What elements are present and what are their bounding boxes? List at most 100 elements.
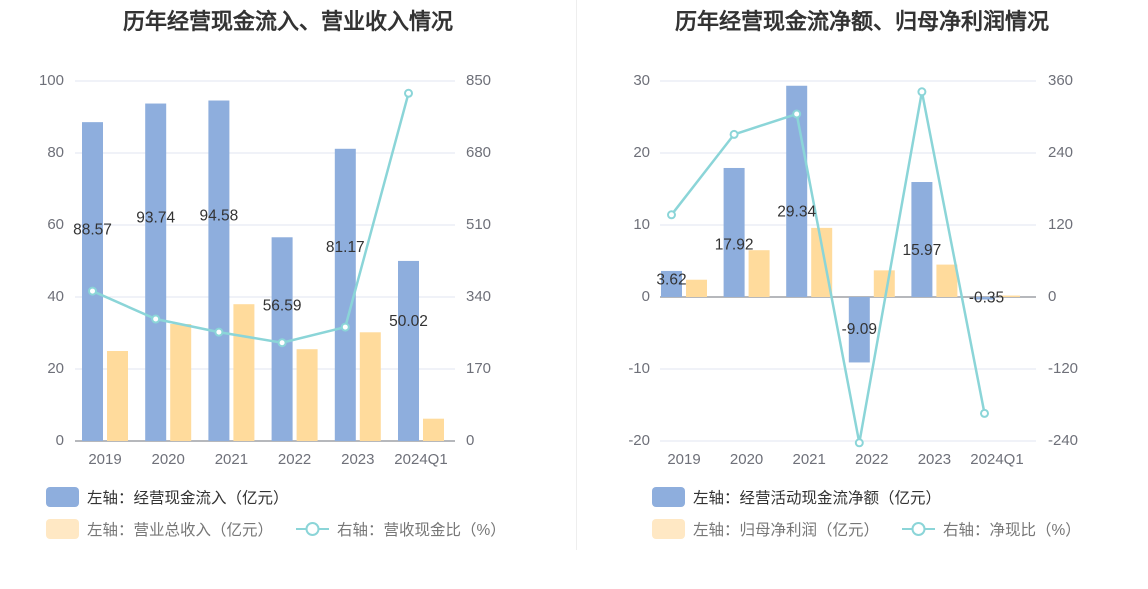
- bar-cash-inflow: [82, 122, 103, 441]
- legend-item-net-operating-cashflow[interactable]: 左轴：经营活动现金流净额（亿元）: [652, 486, 941, 508]
- right-axis-tick-label: 240: [1048, 144, 1073, 161]
- ratio-line: [91, 92, 410, 345]
- bar-net-profit: [936, 264, 958, 297]
- right-axis-tick-label: 680: [466, 144, 491, 161]
- data-label: 93.74: [136, 209, 175, 226]
- ratio-point: [729, 129, 739, 139]
- ratio-point: [277, 338, 287, 348]
- bar-net-profit: [999, 295, 1020, 297]
- bar-cash-inflow: [334, 148, 356, 441]
- ratio-point: [214, 327, 224, 337]
- bar-net-cashflow: [974, 297, 995, 300]
- x-axis-tick-label: 2020: [730, 451, 763, 468]
- legend-swatch-blue: [652, 487, 685, 507]
- bar-net-cashflow: [911, 182, 933, 297]
- left-axis-tick-label: 80: [47, 144, 64, 161]
- left-axis-tick-label: 0: [642, 288, 650, 305]
- legend-item-net-profit[interactable]: 左轴：归母净利润（亿元）: [652, 518, 879, 540]
- left-axis-tick-label: 40: [47, 288, 64, 305]
- legend-label: 左轴：营业总收入（亿元）: [87, 522, 274, 539]
- x-axis-tick-label: 2020: [152, 451, 185, 468]
- legend-item-total-revenue[interactable]: 左轴：营业总收入（亿元）: [46, 518, 273, 540]
- legend-item-operating-cash-inflow[interactable]: 左轴：经营现金流入（亿元）: [46, 486, 289, 508]
- legend-label: 右轴：营收现金比（%）: [337, 522, 506, 539]
- ratio-point: [404, 88, 413, 98]
- x-axis-tick-label: 2021: [793, 451, 826, 468]
- ratio-point: [340, 322, 350, 332]
- x-axis-tick-label: 2023: [918, 451, 951, 468]
- bar-cash-inflow: [145, 103, 167, 441]
- right-axis-tick-label: -240: [1048, 432, 1078, 449]
- ratio-point: [792, 109, 802, 119]
- chart-title: 历年经营现金流入、营业收入情况: [122, 9, 453, 34]
- x-axis-tick-label: 2019: [88, 451, 121, 468]
- ratio-point: [854, 438, 864, 448]
- right-axis-tick-label: 0: [1048, 288, 1056, 305]
- left-axis-tick-label: 30: [633, 72, 650, 89]
- legend-label: 左轴：归母净利润（亿元）: [693, 522, 880, 539]
- legend-swatch-blue: [46, 487, 79, 507]
- data-label: 81.17: [326, 239, 365, 256]
- data-label: 94.58: [200, 207, 239, 224]
- ratio-point: [980, 408, 989, 418]
- ratio-point: [151, 314, 161, 324]
- x-axis-tick-label: 2024Q1: [394, 451, 447, 468]
- left-axis-tick-label: 60: [47, 216, 64, 233]
- left-axis-tick-label: 100: [39, 72, 64, 89]
- ratio-point: [88, 286, 97, 296]
- x-axis-tick-label: 2021: [215, 451, 248, 468]
- bar-net-cashflow: [848, 297, 870, 363]
- right-axis-tick-label: 120: [1048, 216, 1073, 233]
- bar-revenue: [170, 324, 192, 441]
- bar-net-profit: [686, 279, 707, 297]
- left-axis-tick-label: 0: [56, 432, 64, 449]
- data-label: 50.02: [389, 313, 428, 330]
- chart-panel-net-cashflow: 历年经营现金流净额、归母净利润情况 30 20 10 0 -10 -20 360 240 120…: [576, 0, 1148, 589]
- legend-line-icon: [902, 519, 935, 539]
- data-label: -9.09: [842, 321, 877, 338]
- cashflow-inflow-chart: 100 80 60 40 20 0 850 680 510 340 170 0 2019 2020 2021…: [39, 72, 491, 468]
- right-axis-tick-label: 340: [466, 288, 491, 305]
- legend-label: 左轴：经营活动现金流净额（亿元）: [693, 490, 942, 507]
- data-label: -0.35: [969, 289, 1004, 306]
- chart-panel-cashflow-inflow: 历年经营现金流入、营业收入情况 100 80 60 40 20 0 850 680 510 340…: [39, 9, 506, 540]
- data-label: 3.62: [656, 272, 686, 289]
- data-label: 88.57: [73, 222, 112, 239]
- x-axis-tick-label: 2023: [341, 451, 374, 468]
- bar-revenue: [296, 349, 318, 441]
- x-axis-tick-label: 2022: [278, 451, 311, 468]
- right-axis-tick-label: 0: [466, 432, 474, 449]
- right-axis-tick-label: 850: [466, 72, 491, 89]
- left-axis-tick-label: 20: [633, 144, 650, 161]
- data-label: 29.34: [777, 204, 816, 221]
- x-axis-tick-label: 2019: [667, 451, 700, 468]
- ratio-point: [917, 87, 927, 97]
- legend-swatch-yellow: [652, 519, 685, 539]
- legend-item-revenue-cash-ratio[interactable]: 右轴：营收现金比（%）: [296, 518, 506, 540]
- data-label: 17.92: [715, 236, 754, 253]
- bar-revenue: [107, 351, 128, 441]
- panel-divider: [576, 0, 577, 550]
- bar-revenue: [423, 418, 444, 441]
- bar-net-profit: [748, 250, 770, 297]
- legend: 左轴：经营现金流入（亿元） 左轴：营业总收入（亿元） 右轴：营收现金比（%）: [46, 486, 506, 540]
- bar-cash-inflow: [398, 260, 419, 441]
- legend-swatch-yellow: [46, 519, 79, 539]
- data-label: 15.97: [903, 242, 942, 259]
- bar-net-cashflow: [661, 270, 682, 297]
- bar-revenue: [359, 332, 381, 441]
- net-cashflow-chart: 30 20 10 0 -10 -20 360 240 120 0 -120 -240 2019 2020 2…: [628, 72, 1078, 468]
- right-axis-tick-label: 360: [1048, 72, 1073, 89]
- legend: 左轴：经营活动现金流净额（亿元） 左轴：归母净利润（亿元） 右轴：净现比（%）: [576, 0, 1148, 589]
- legend-label: 右轴：净现比（%）: [943, 522, 1081, 539]
- ratio-line: [670, 91, 986, 444]
- right-axis-tick-label: 170: [466, 360, 491, 377]
- chart-title: 历年经营现金流净额、归母净利润情况: [674, 9, 1049, 34]
- legend-item-net-cash-ratio[interactable]: 右轴：净现比（%）: [902, 518, 1081, 540]
- left-axis-tick-label: -10: [628, 360, 650, 377]
- bar-net-cashflow: [723, 167, 745, 297]
- bar-cash-inflow: [208, 100, 230, 442]
- right-axis-tick-label: -120: [1048, 360, 1078, 377]
- left-axis-tick-label: 10: [633, 216, 650, 233]
- right-axis-tick-label: 510: [466, 216, 491, 233]
